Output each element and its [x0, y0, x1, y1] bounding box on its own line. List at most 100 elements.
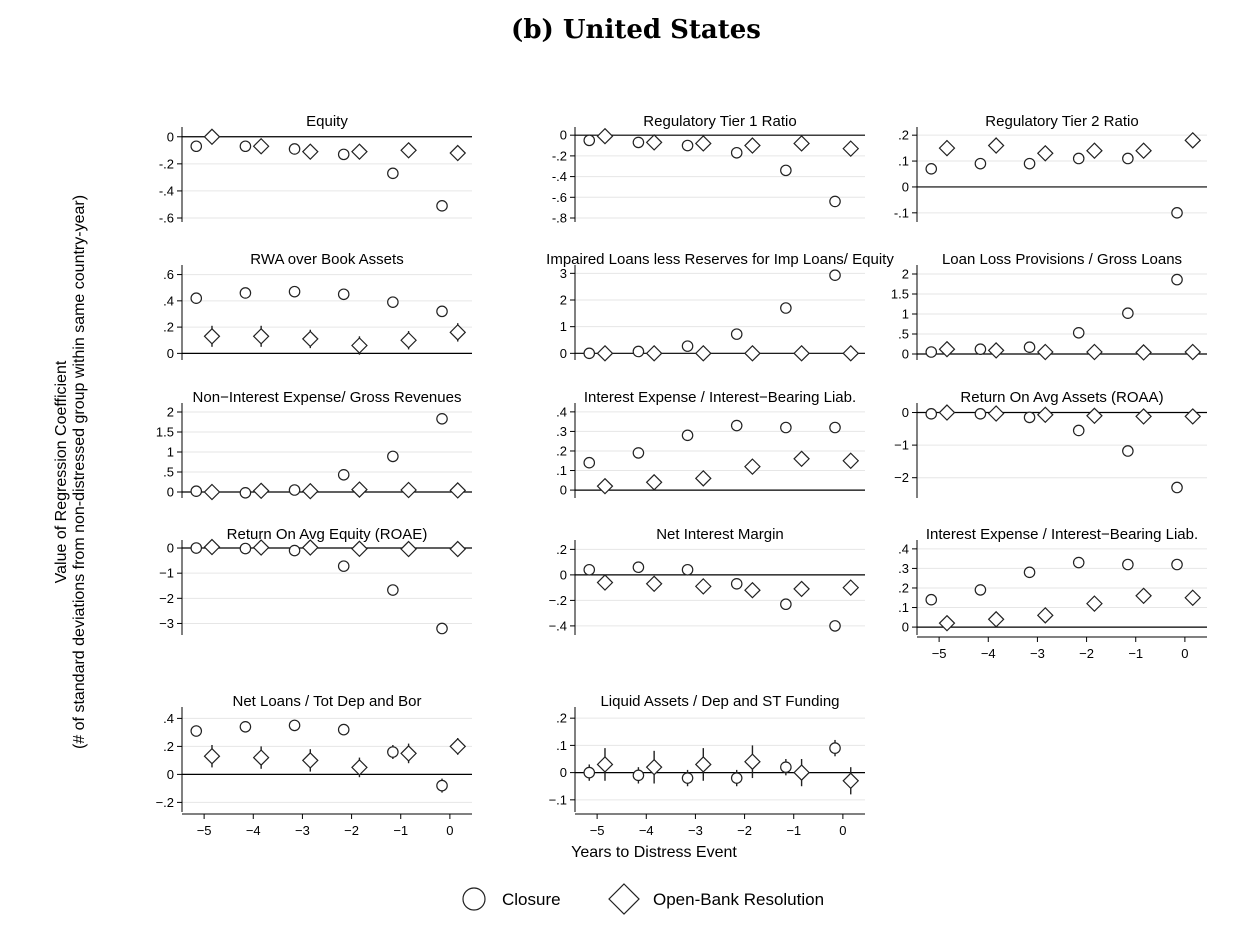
open-bank-point: [203, 747, 221, 765]
x-tick-label: −5: [197, 823, 212, 838]
panel-title: Net Loans / Tot Dep and Bor: [232, 693, 421, 710]
open-bank-point: [449, 540, 467, 558]
closure-point: [436, 200, 448, 212]
open-bank-point: [400, 331, 417, 349]
y-tick-label: −.2: [156, 795, 174, 810]
y-tick-label: -.6: [552, 190, 567, 205]
open-bank-point: [203, 128, 221, 146]
panel-title: Non−Interest Expense/ Gross Revenues: [193, 389, 462, 406]
y-tick-label: 0: [167, 346, 174, 361]
closure-point: [387, 296, 399, 308]
y-tick-label: −2: [159, 591, 174, 606]
x-tick-label: −1: [1128, 646, 1143, 661]
closure-point: [1023, 411, 1036, 424]
panel-3: Regulatory Tier 2 Ratio .2 .1 0 -.1: [894, 113, 1207, 222]
closure-point: [288, 285, 301, 298]
closure-point: [1122, 307, 1134, 319]
panel-9: Return On Avg Assets (ROAA) 0 −1 −2: [894, 389, 1207, 498]
y-tick-label: -.4: [159, 183, 174, 198]
y-tick-label: 2: [167, 405, 174, 420]
y-tick-label: -.4: [552, 169, 567, 184]
open-bank-point: [449, 144, 467, 162]
open-bank-point: [301, 752, 319, 769]
open-bank-point: [842, 772, 860, 790]
open-bank-point: [987, 610, 1005, 628]
open-bank-point: [1135, 142, 1152, 160]
closure-point: [632, 769, 645, 782]
open-bank-point: [842, 344, 860, 362]
closure-point: [780, 761, 792, 773]
y-tick-label: .1: [898, 600, 909, 615]
closure-point: [288, 719, 301, 732]
open-bank-point: [645, 575, 663, 593]
closure-point: [925, 163, 938, 175]
y-tick-label: 0: [902, 620, 909, 635]
open-bank-point: [252, 327, 270, 345]
panel-1: Equity 0 -.2 -.4 -.6: [159, 113, 472, 226]
closure-point: [730, 328, 743, 340]
closure-point: [730, 146, 743, 159]
closure-point: [583, 563, 596, 576]
y-tick-label: -.2: [552, 148, 567, 163]
open-bank-point: [400, 481, 417, 499]
panel-title: Regulatory Tier 1 Ratio: [643, 113, 796, 130]
open-bank-point: [938, 139, 956, 157]
open-bank-point: [842, 452, 860, 470]
open-bank-point: [1036, 144, 1054, 162]
y-tick-label: 0: [560, 765, 567, 780]
closure-point: [681, 429, 694, 442]
closure-point: [337, 148, 350, 161]
open-bank-point: [793, 580, 810, 598]
open-bank-point: [400, 540, 417, 558]
panel-title: Regulatory Tier 2 Ratio: [985, 113, 1138, 130]
open-bank-point: [449, 738, 467, 755]
x-tick-label: −4: [981, 646, 996, 661]
closure-point: [681, 139, 694, 152]
open-bank-point: [694, 578, 712, 595]
closure-point: [1171, 481, 1183, 494]
closure-point: [337, 288, 350, 301]
panel-5: Impaired Loans less Reserves for Imp Loa…: [546, 251, 894, 362]
y-tick-label: 0: [167, 541, 174, 556]
x-tick-label: 0: [839, 823, 846, 838]
open-bank-point: [596, 574, 614, 591]
open-bank-point: [1036, 607, 1054, 624]
open-bank-point: [1184, 408, 1202, 425]
closure-point: [974, 584, 987, 596]
closure-point: [829, 742, 841, 754]
y-tick-label: .4: [163, 711, 174, 726]
y-tick-label: .1: [556, 738, 567, 753]
y-tick-label: 2: [902, 267, 909, 282]
closure-point: [730, 772, 743, 784]
open-bank-point: [987, 342, 1005, 359]
y-tick-label: .1: [556, 463, 567, 478]
x-tick-label: −1: [393, 823, 408, 838]
panel-grid: Equity 0 -.2 -.4 -.6 Regulatory Tier 1 Ratio 0…: [156, 113, 1207, 838]
closure-point: [1171, 207, 1183, 219]
y-tick-label: 0: [902, 405, 909, 420]
open-bank-point: [987, 405, 1005, 422]
open-bank-point: [301, 143, 319, 161]
closure-point: [239, 140, 252, 153]
y-tick-label: .2: [898, 580, 909, 595]
open-bank-point: [842, 579, 860, 596]
figure-title: (b) United States: [511, 15, 761, 45]
y-tick-label: 0: [560, 128, 567, 143]
panel-title: Return On Avg Assets (ROAA): [960, 389, 1163, 406]
y-tick-label: .5: [163, 465, 174, 480]
y-tick-label: 1: [902, 307, 909, 322]
y-axis-title: Value of Regression Coefficient (# of st…: [53, 195, 88, 749]
open-bank-point: [596, 344, 614, 362]
closure-point: [780, 421, 792, 434]
closure-point: [730, 578, 743, 590]
y-tick-label: .2: [163, 739, 174, 754]
panel-title: RWA over Book Assets: [250, 251, 403, 268]
closure-point: [829, 269, 841, 281]
closure-point: [190, 725, 203, 737]
open-bank-point: [793, 344, 810, 362]
panel-2: Regulatory Tier 1 Ratio 0 -.2 -.4 -.6 -.8: [552, 113, 865, 226]
y-tick-label: -.1: [894, 205, 909, 220]
closure-point: [387, 746, 399, 758]
y-tick-label: .2: [163, 320, 174, 335]
